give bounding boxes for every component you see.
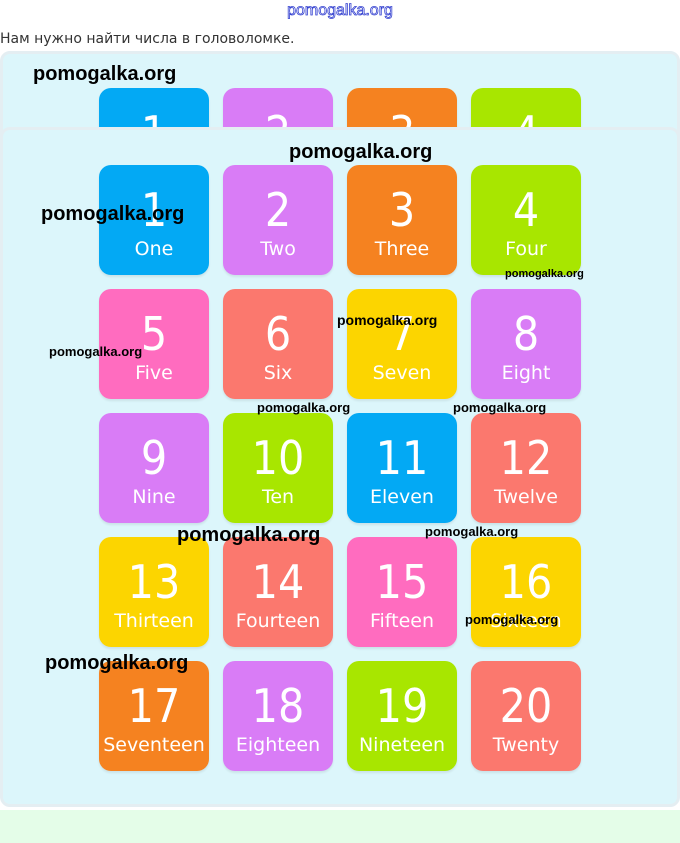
tile-word: Eleven [370,486,434,508]
tile[interactable]: 3 Three [347,165,457,275]
tile[interactable]: 5 Five [99,289,209,399]
tile[interactable]: 16 Sixteen [471,537,581,647]
tile[interactable]: 12 Twelve [471,413,581,523]
watermark: pomogalka.org [257,400,351,415]
watermark: pomogalka.org [505,268,584,280]
tile-number: 17 [127,679,181,733]
tile-word: Seventeen [103,734,205,756]
tile-number: 18 [251,679,305,733]
tile-word: Twelve [494,486,558,508]
tile[interactable]: 7 Seven [347,289,457,399]
tile-word: Eighteen [235,734,321,756]
tile-word: One [134,238,174,260]
tile[interactable]: 6 Six [223,289,333,399]
tile-number: 9 [140,431,168,485]
front-panel: 1 One 2 Two 3 Three 4 Four 5 Five 6 Six 7 Seven 8 Eight… [0,127,680,807]
tile-word: Three [374,238,430,260]
tile-number: 4 [512,183,540,237]
tile-word: Fifteen [369,610,435,632]
tile[interactable]: 20 Twenty [471,661,581,771]
tile[interactable]: 11 Eleven [347,413,457,523]
tile-number: 19 [375,679,429,733]
tile-word: Twenty [492,734,560,756]
tile-word: Thirteen [114,610,194,632]
tile-number: 2 [264,183,292,237]
tile-word: Four [505,238,547,260]
tile[interactable]: 4 Four [471,165,581,275]
tile[interactable]: 19 Nineteen [347,661,457,771]
tile[interactable]: 13 Thirteen [99,537,209,647]
tile-word: Eight [501,362,551,384]
instruction: Нам нужно найти числа в головоломке. [0,31,295,47]
watermark: pomogalka.org [425,524,519,539]
tile[interactable]: 15 Fifteen [347,537,457,647]
tile-word: Six [263,362,293,384]
tile-number: 13 [127,555,181,609]
tile-number: 16 [499,555,553,609]
tile-word: Nine [132,486,176,508]
tile[interactable]: 17 Seventeen [99,661,209,771]
watermark: pomogalka.org [177,524,321,546]
watermark: pomogalka.org [337,312,438,328]
tile-word: Ten [261,486,295,508]
tile[interactable]: 2 Two [223,165,333,275]
tile[interactable]: 14 Fourteen [223,537,333,647]
watermark: pomogalka.org [41,203,185,225]
header-watermark: pomogalka.org [287,2,394,20]
watermark: pomogalka.org [289,141,433,163]
tile-number: 11 [375,431,429,485]
tile-word: Two [260,238,296,260]
watermark: pomogalka.org [33,63,177,85]
tile[interactable]: 1 One [99,165,209,275]
tile-number: 14 [251,555,305,609]
tile-word: Nineteen [358,734,446,756]
tile-word: Sixteen [490,610,562,632]
tile-number: 8 [512,307,540,361]
tile-word: Seven [372,362,432,384]
watermark: pomogalka.org [45,652,189,674]
tile-number: 10 [251,431,305,485]
tile-number: 3 [388,183,416,237]
tile-number: 6 [264,307,292,361]
watermark: pomogalka.org [49,344,143,359]
tile[interactable]: 9 Nine [99,413,209,523]
tile-number: 7 [388,307,416,361]
tile-number: 1 [140,183,168,237]
tile[interactable]: 10 Ten [223,413,333,523]
tile-number: 20 [499,679,553,733]
tile-number: 15 [375,555,429,609]
tile-word: Five [135,362,173,384]
tile-number: 5 [140,307,168,361]
tile[interactable]: 18 Eighteen [223,661,333,771]
watermark: pomogalka.org [465,612,559,627]
tile-number: 12 [499,431,553,485]
watermark: pomogalka.org [453,400,547,415]
footer-area [0,810,680,843]
tile-word: Fourteen [235,610,321,632]
tile[interactable]: 8 Eight [471,289,581,399]
